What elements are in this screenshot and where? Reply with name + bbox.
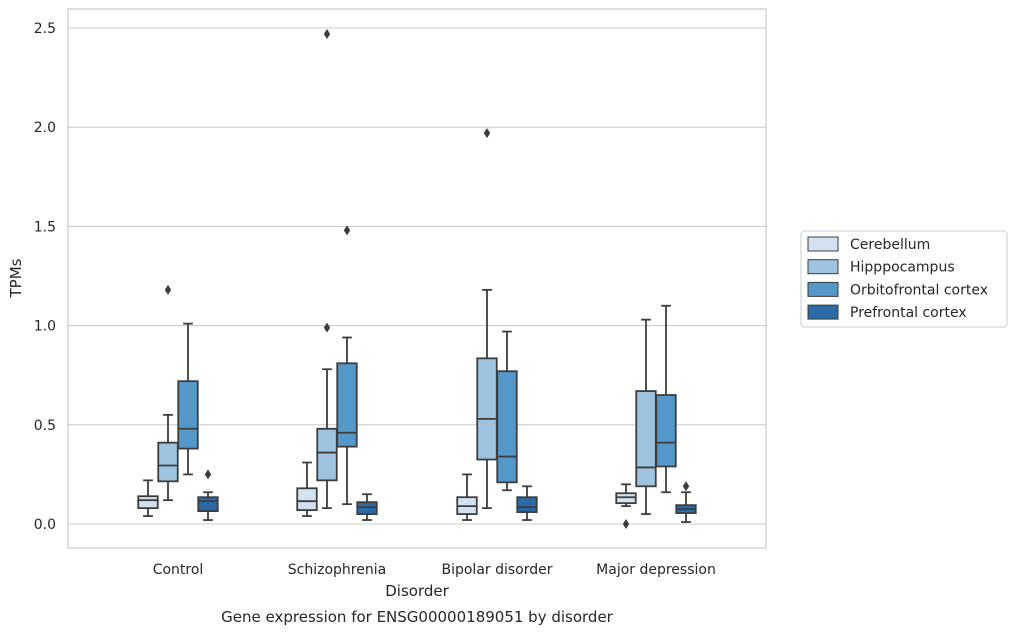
box [635,390,657,488]
outlier-point [204,469,212,480]
x-axis-label: Disorder [385,582,449,600]
y-tick-label: 0.0 [34,517,56,533]
box [516,496,538,513]
legend-swatch [807,236,839,252]
box [655,394,677,468]
y-tick-label: 1.5 [34,219,56,235]
outlier-point [164,284,172,295]
plot-area [67,8,767,549]
box [356,501,378,515]
box [316,427,338,482]
outlier-point [323,322,331,333]
box [296,487,318,512]
y-tick-label: 0.5 [34,418,56,434]
y-tick-label: 2.5 [34,21,56,37]
box [336,362,358,448]
x-tick-label: Control [153,562,204,578]
legend-entry: Hipppocampus [850,260,955,276]
x-tick-labels: Control Schizophrenia Bipolar disorder Majo… [153,562,716,578]
box [476,357,498,461]
legend-entry: Cerebellum [850,237,930,253]
legend-swatch [807,281,839,297]
box-series [137,28,697,529]
outlier-point [682,481,690,492]
figure-caption: Gene expression for ENSG00000189051 by d… [221,608,614,626]
box [157,441,179,483]
box [177,380,199,450]
legend: Cerebellum Hipppocampus Orbitofrontal cort… [800,230,1008,328]
legend-entry: Orbitofrontal cortex [850,282,988,298]
series-prefrontal-cortex [197,469,697,523]
box [615,492,637,505]
legend-entry: Prefrontal cortex [850,305,967,321]
outlier-point [483,128,491,139]
legend-swatch [807,304,839,320]
y-tick-label: 2.0 [34,120,56,136]
box [137,495,159,510]
x-tick-label: Major depression [596,562,716,578]
outlier-point [622,519,630,529]
x-tick-label: Schizophrenia [288,562,386,578]
series-hipppocampus [157,28,657,515]
legend-frame [800,230,1008,328]
outlier-point [323,28,331,39]
y-tick-labels: 0.0 0.5 1.0 1.5 2.0 2.5 [34,21,56,533]
y-tick-label: 1.0 [34,319,56,335]
series-cerebellum [137,461,637,529]
outlier-point [343,225,351,236]
legend-swatch [807,259,839,275]
box [496,370,518,484]
y-axis-label: TPMs [7,258,25,298]
box [197,496,219,513]
series-orbitofrontal-cortex [177,225,677,506]
x-tick-label: Bipolar disorder [441,562,552,578]
